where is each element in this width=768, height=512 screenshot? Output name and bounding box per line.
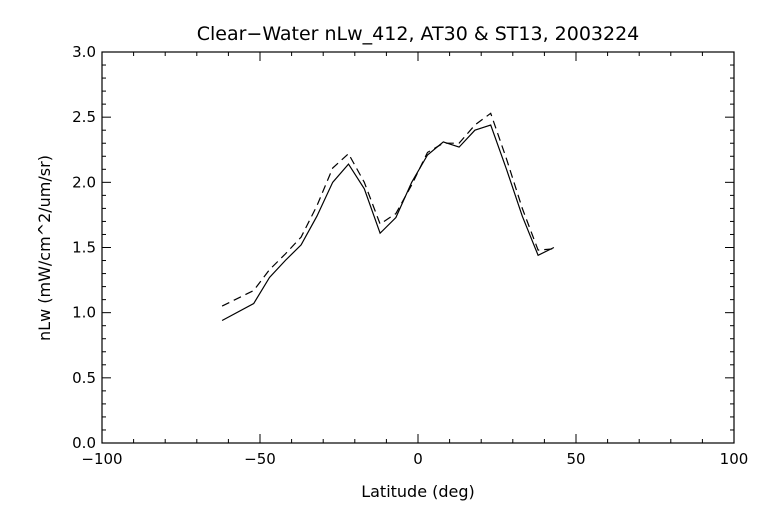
plot-frame [101,51,735,444]
y-tick-label: 3.0 [72,43,96,61]
y-tick-label: 2.5 [72,108,96,126]
y-axis-label: nLw (mW/cm^2/um/sr) [35,155,54,341]
y-tick-label: 2.0 [72,173,96,191]
y-tick-label: 1.5 [72,239,96,257]
y-tick-label: 1.0 [72,304,96,322]
series-line-dashed [221,112,554,307]
axis-ticks [101,51,735,444]
x-tick-label: 100 [720,450,749,468]
chart-title: Clear−Water nLw_412, AT30 & ST13, 200322… [197,23,640,45]
y-tick-label: 0.0 [72,434,96,452]
axis-tick-labels: −100 −50 0 50 100 0.0 0.5 1.0 1.5 2.0 2.5 3.0 [72,43,748,468]
data-series [221,112,555,322]
x-tick-label: 50 [566,450,585,468]
x-tick-label: −100 [81,450,122,468]
series-line-solid [221,124,555,322]
x-axis-label: Latitude (deg) [361,482,475,501]
x-tick-label: −50 [244,450,276,468]
y-tick-label: 0.5 [72,369,96,387]
x-tick-label: 0 [413,450,423,468]
